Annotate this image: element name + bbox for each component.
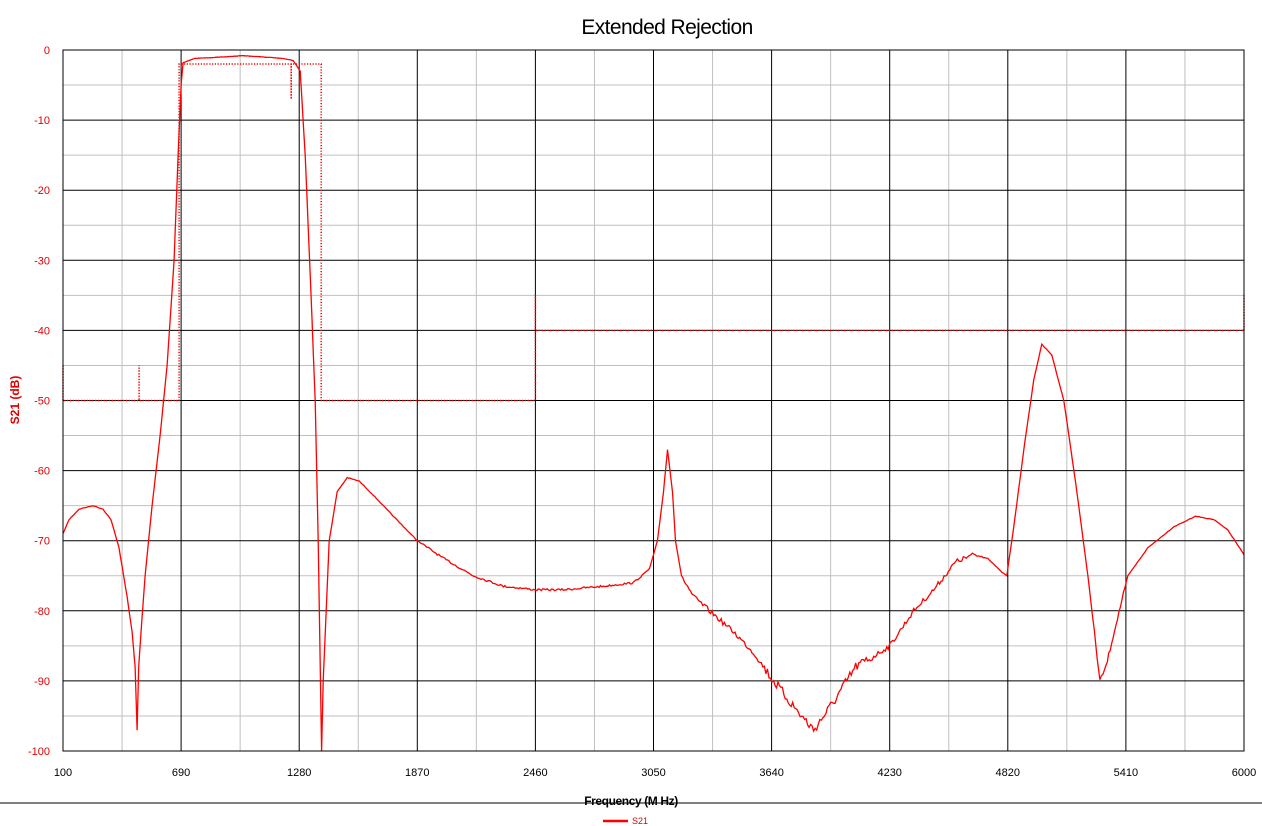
legend: S21 bbox=[603, 816, 648, 826]
series-lines bbox=[62, 54, 1245, 752]
x-tick-label: 1870 bbox=[405, 767, 429, 779]
y-tick-label: -50 bbox=[34, 396, 50, 408]
y-tick-label: -30 bbox=[34, 255, 50, 267]
axis-ticks: 100 690 1280 1870 2460 3050 3640 4230 4820 5410 60… bbox=[28, 45, 1256, 779]
x-tick-label: 1280 bbox=[287, 767, 311, 779]
y-tick-label: -70 bbox=[34, 536, 50, 548]
x-tick-label: 3050 bbox=[641, 767, 665, 779]
y-tick-label: -10 bbox=[34, 115, 50, 127]
x-tick-label: 4820 bbox=[996, 767, 1020, 779]
x-tick-label: 4230 bbox=[877, 767, 901, 779]
x-tick-label: 2460 bbox=[523, 767, 547, 779]
spec-mask-line bbox=[62, 63, 1245, 402]
y-tick-label: -20 bbox=[34, 185, 50, 197]
y-tick-label: -60 bbox=[34, 466, 50, 478]
x-tick-label: 3640 bbox=[759, 767, 783, 779]
series-line-s21 bbox=[62, 54, 1245, 752]
legend-label-s21: S21 bbox=[632, 816, 648, 826]
x-tick-label: 100 bbox=[54, 767, 72, 779]
x-axis-label: Frequency (M Hz) bbox=[584, 794, 678, 808]
y-tick-label: -90 bbox=[34, 676, 50, 688]
x-tick-label: 6000 bbox=[1232, 767, 1256, 779]
y-tick-label: 0 bbox=[44, 45, 50, 57]
y-axis-label: S21 (dB) bbox=[8, 376, 22, 425]
chart-title: Extended Rejection bbox=[581, 16, 752, 39]
y-tick-label: -100 bbox=[28, 746, 50, 758]
y-tick-label: -80 bbox=[34, 606, 50, 618]
plot-frame bbox=[62, 49, 1245, 752]
x-tick-label: 690 bbox=[172, 767, 190, 779]
x-tick-label: 5410 bbox=[1114, 767, 1138, 779]
grid bbox=[62, 49, 1245, 752]
y-tick-label: -40 bbox=[34, 325, 50, 337]
